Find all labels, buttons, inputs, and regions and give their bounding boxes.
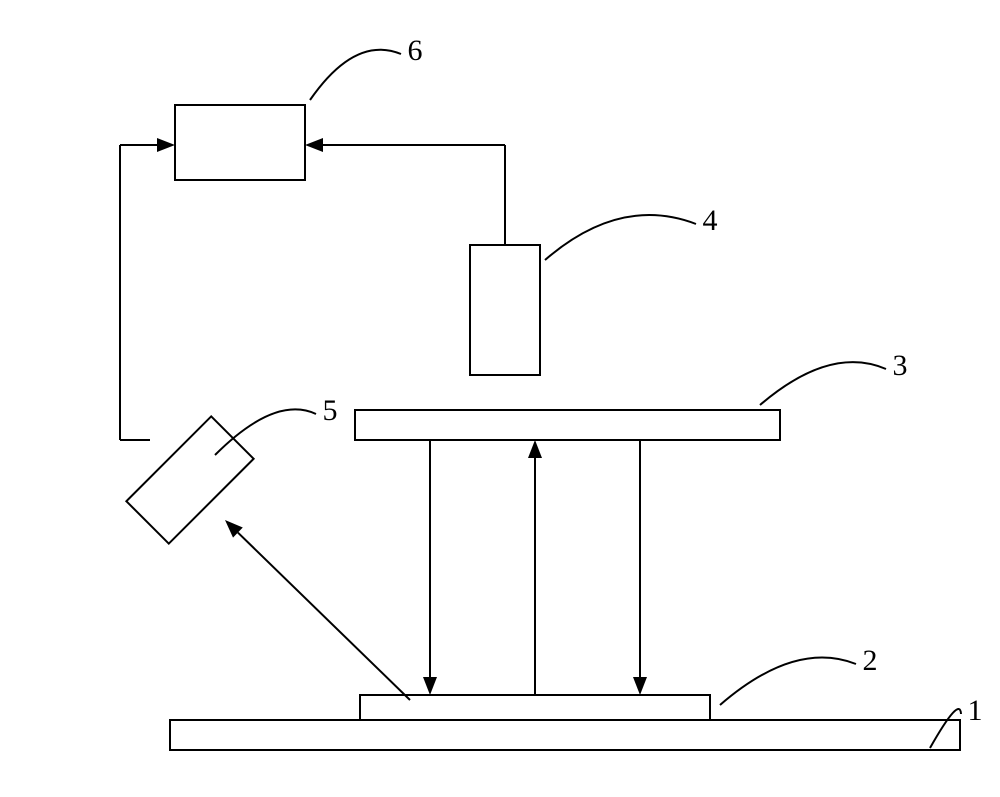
label-3-text: 3: [893, 349, 908, 382]
schematic-diagram: 6 4 3 5 2 1: [0, 0, 1000, 797]
conn-5-to-6-h-head: [157, 138, 175, 152]
label-5-leader: [215, 409, 316, 455]
label-3-leader: [760, 362, 886, 405]
label-1-leader: [930, 709, 961, 748]
label-4-text: 4: [703, 204, 718, 237]
label-2-text: 2: [863, 644, 878, 677]
arrow-2-to-3-center-head: [528, 440, 542, 458]
block-2-sample: [360, 695, 710, 720]
conn-4-to-6-h-head: [305, 138, 323, 152]
arrow-3-to-2-left-head: [423, 677, 437, 695]
label-5-text: 5: [323, 394, 338, 427]
block-6: [175, 105, 305, 180]
label-6-text: 6: [408, 34, 423, 67]
block-3-upper-plate: [355, 410, 780, 440]
label-6-leader: [310, 50, 401, 100]
block-1-base: [170, 720, 960, 750]
arrow-3-to-2-right-head: [633, 677, 647, 695]
arrow-2-to-5: [238, 533, 410, 700]
label-1-text: 1: [968, 694, 983, 727]
label-4-leader: [545, 215, 696, 260]
label-2-leader: [720, 658, 856, 705]
block-4: [470, 245, 540, 375]
